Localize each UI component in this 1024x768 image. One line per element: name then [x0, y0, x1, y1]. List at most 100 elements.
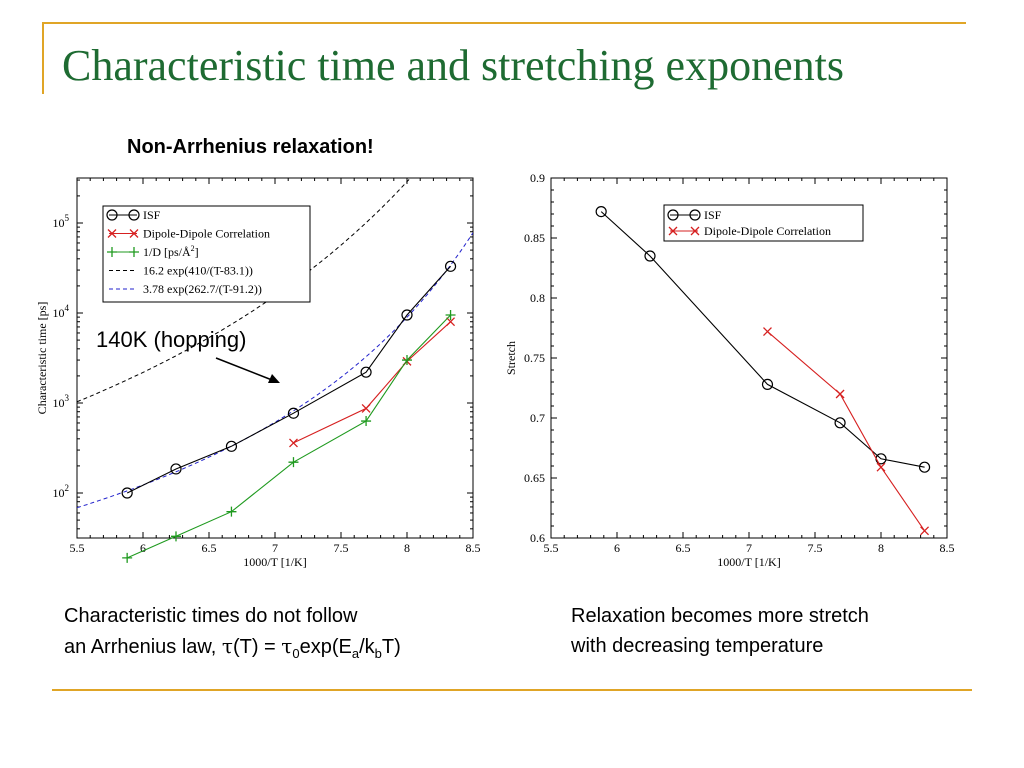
formula-t: (T) =	[232, 636, 282, 658]
legend: ISF Dipole-Dipole Correlation 1/D [ps/Å2] 1…	[102, 205, 311, 303]
legend-marker	[106, 209, 118, 221]
top-rule	[42, 22, 966, 24]
y-tick-label: 0.65	[524, 471, 545, 485]
y-axis-label: Stretch	[504, 341, 518, 375]
x-axis-label: 1000/T [1/K]	[717, 555, 780, 569]
series-line-0	[126, 265, 452, 494]
data-point-0	[834, 417, 846, 429]
formula-end: T)	[381, 636, 401, 658]
legend-label-0: ISF	[143, 208, 161, 222]
legend-marker	[128, 209, 140, 221]
y-tick-label: 0.6	[530, 531, 545, 545]
series-line-0	[600, 211, 925, 468]
y-axis-label: Characteristic time [ps]	[35, 302, 49, 415]
y-tick-label: 0.8	[530, 291, 545, 305]
caption-left-line1: Characteristic times do not follow	[64, 605, 358, 627]
x-tick-label: 6	[140, 541, 146, 555]
data-point-1	[361, 403, 371, 413]
data-point-1	[835, 389, 845, 399]
data-point-0	[121, 487, 133, 499]
data-point-0	[918, 461, 931, 473]
x-tick-label: 7.5	[334, 541, 349, 555]
legend-marker	[107, 247, 117, 257]
y-tick-label: 0.85	[524, 231, 545, 245]
x-tick-label: 7.5	[808, 541, 823, 555]
legend-marker	[129, 229, 139, 238]
left-rule	[42, 22, 44, 94]
x-tick-label: 6.5	[202, 541, 217, 555]
data-point-1	[446, 317, 456, 327]
formula-sub-a: a	[351, 646, 360, 661]
data-point-2	[226, 506, 237, 517]
legend-label-1: Dipole-Dipole Correlation	[143, 227, 270, 241]
series-line-1	[293, 321, 451, 444]
formula-k: /k	[359, 636, 375, 658]
callout-label: 140K (hopping)	[96, 327, 247, 352]
legend-marker	[689, 209, 701, 221]
data-point-2	[171, 531, 181, 542]
formula-tau0: τ	[281, 634, 293, 658]
data-point-0	[644, 250, 656, 262]
legend: ISF Dipole-Dipole Correlation	[663, 204, 864, 242]
chart-subtitle: Non-Arrhenius relaxation!	[127, 136, 374, 158]
data-point-2	[402, 355, 412, 366]
callout-arrow	[215, 357, 280, 383]
legend-marker	[690, 226, 700, 236]
data-point-0	[595, 206, 607, 218]
legend-marker	[129, 247, 139, 257]
characteristic-time-chart: 5.5 6 6.5 7 7.5 8 8.5 1000/T [1/K] 102 103 104 105 C…	[35, 177, 481, 569]
y-tick-label: 0.75	[524, 351, 545, 365]
legend-box	[102, 205, 311, 303]
data-point-1	[876, 462, 886, 472]
data-point-2	[122, 552, 133, 563]
data-point-0	[287, 407, 300, 419]
data-point-2	[288, 457, 299, 468]
caption-left-line2-prefix: an Arrhenius law,	[64, 636, 222, 658]
y-tick-label: 0.9	[530, 171, 545, 185]
x-tick-label: 6	[614, 541, 620, 555]
data-point-2	[445, 310, 456, 321]
formula-exp: exp(E	[299, 636, 352, 658]
data-point-1	[763, 327, 772, 337]
y-tick-label: 105	[53, 213, 70, 230]
x-tick-label: 8	[878, 541, 884, 555]
formula-tau: τ	[221, 634, 233, 658]
legend-marker	[667, 209, 679, 221]
legend-marker	[668, 226, 678, 236]
y-tick-label: 0.7	[530, 411, 545, 425]
series-line-1	[767, 331, 926, 532]
caption-right-line1: Relaxation becomes more stretch	[571, 605, 869, 627]
caption-left: Characteristic times do not follow an Ar…	[64, 601, 401, 669]
x-tick-label: 7	[272, 541, 278, 555]
data-point-1	[920, 526, 930, 536]
data-point-2	[361, 416, 372, 427]
caption-left-line2: an Arrhenius law, τ(T) = τ0exp(Ea/kbT)	[64, 631, 401, 669]
data-point-1	[289, 438, 298, 448]
legend-label-3: 16.2 exp(410/(T-83.1))	[143, 264, 253, 278]
x-tick-label: 7	[746, 541, 752, 555]
legend-label-1: Dipole-Dipole Correlation	[704, 224, 831, 238]
data-point-0	[170, 463, 182, 475]
formula-sub-0: 0	[292, 646, 300, 661]
x-tick-label: 6.5	[676, 541, 691, 555]
stretch-chart: 5.5 6 6.5 7 7.5 8 8.5 1000/T [1/K] 0.6 0.65 0.7 0.7…	[504, 171, 955, 569]
legend-label-2: 1/D [ps/Å2]	[143, 244, 199, 259]
x-tick-label: 5.5	[70, 541, 85, 555]
legend-label-4: 3.78 exp(262.7/(T-91.2))	[143, 282, 262, 296]
data-point-0	[360, 366, 372, 378]
data-point-0	[401, 309, 413, 321]
x-tick-label: 8.5	[940, 541, 955, 555]
y-tick-label: 102	[53, 483, 70, 500]
x-axis-label: 1000/T [1/K]	[243, 555, 306, 569]
caption-right-line2: with decreasing temperature	[571, 635, 824, 657]
data-point-0	[444, 260, 457, 272]
y-tick-label: 103	[53, 393, 70, 410]
legend-marker	[107, 229, 117, 238]
fit-line-4	[77, 232, 473, 509]
x-tick-label: 5.5	[544, 541, 559, 555]
formula-sub-b: b	[374, 646, 382, 661]
x-tick-label: 8	[404, 541, 410, 555]
data-point-0	[761, 378, 774, 390]
x-tick-label: 8.5	[466, 541, 481, 555]
